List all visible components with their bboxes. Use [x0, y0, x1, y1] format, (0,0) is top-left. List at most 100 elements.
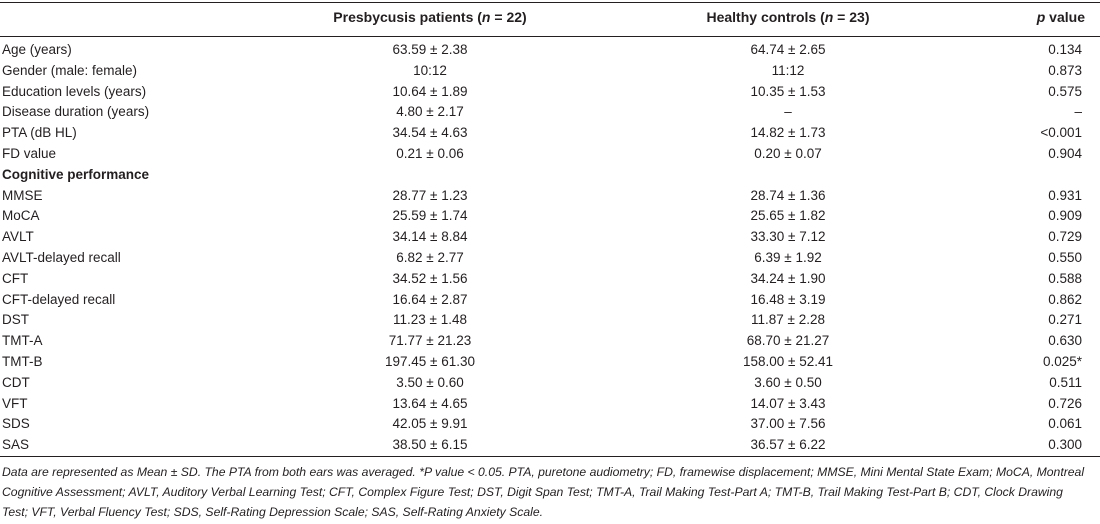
- cell-presbycusis: 6.82 ± 2.77: [396, 249, 464, 265]
- cell-presbycusis: 10.64 ± 1.89: [392, 83, 468, 99]
- cell-p-value: 0.729: [1048, 229, 1082, 245]
- cell-controls: 36.57 ± 6.22: [750, 437, 826, 453]
- row-label: SDS: [2, 416, 30, 432]
- cell-presbycusis: 10:12: [413, 62, 447, 78]
- table-row: Gender (male: female) 10:12 11:12 0.873: [0, 61, 1100, 82]
- row-label: TMT-B: [2, 353, 43, 369]
- table-row: SDS 42.05 ± 9.91 37.00 ± 7.56 0.061: [0, 414, 1100, 435]
- table-row: PTA (dB HL) 34.54 ± 4.63 14.82 ± 1.73 <0.00…: [0, 123, 1100, 144]
- cell-controls: 68.70 ± 21.27: [746, 333, 830, 349]
- table-row: DST 11.23 ± 1.48 11.87 ± 2.28 0.271: [0, 310, 1100, 331]
- row-label: CFT: [2, 270, 29, 286]
- table-row: CFT-delayed recall 16.64 ± 2.87 16.48 ± 3.…: [0, 290, 1100, 311]
- cell-controls: 37.00 ± 7.56: [750, 416, 826, 432]
- cell-p-value: 0.862: [1048, 291, 1082, 307]
- row-label: AVLT: [2, 229, 34, 245]
- row-label: TMT-A: [2, 333, 43, 349]
- cell-presbycusis: 25.59 ± 1.74: [392, 208, 468, 224]
- cell-p-value: 0.300: [1048, 437, 1082, 453]
- cell-p-value: 0.025*: [1042, 353, 1082, 369]
- row-label: Disease duration (years): [2, 104, 150, 120]
- cell-p-value: 0.550: [1048, 249, 1082, 265]
- cell-presbycusis: 38.50 ± 6.15: [392, 437, 468, 453]
- cell-presbycusis: 28.77 ± 1.23: [392, 187, 468, 203]
- row-label: Gender (male: female): [2, 62, 138, 78]
- table-row: AVLT 34.14 ± 8.84 33.30 ± 7.12 0.729: [0, 227, 1100, 248]
- cell-controls: 11:12: [771, 62, 805, 78]
- cell-presbycusis: 42.05 ± 9.91: [392, 416, 468, 432]
- table-row: TMT-A 71.77 ± 21.23 68.70 ± 21.27 0.630: [0, 331, 1100, 352]
- cell-controls: 6.39 ± 1.92: [754, 249, 822, 265]
- row-label: SAS: [2, 437, 30, 453]
- cell-controls: 3.60 ± 0.50: [754, 374, 822, 390]
- cell-p-value: 0.575: [1048, 83, 1082, 99]
- cell-p-value: 0.904: [1048, 145, 1082, 161]
- table-section-row: Cognitive performance: [0, 165, 1100, 186]
- cell-presbycusis: 63.59 ± 2.38: [392, 42, 468, 57]
- cell-controls: 34.24 ± 1.90: [750, 270, 826, 286]
- table-header-rule: [0, 36, 1100, 37]
- row-label: Education levels (years): [2, 83, 147, 99]
- cell-presbycusis: 197.45 ± 61.30: [385, 353, 475, 369]
- row-label: MMSE: [2, 187, 43, 203]
- cell-presbycusis: 16.64 ± 2.87: [392, 291, 468, 307]
- row-label: DST: [2, 312, 29, 328]
- row-label: FD value: [2, 145, 57, 161]
- table-header-row: Presbycusis patients (n = 22) Healthy co…: [0, 9, 1100, 29]
- cell-p-value: 0.588: [1048, 270, 1082, 286]
- table-row: SAS 38.50 ± 6.15 36.57 ± 6.22 0.300: [0, 435, 1100, 456]
- cell-controls: 10.35 ± 1.53: [750, 83, 826, 99]
- row-label: CDT: [2, 374, 30, 390]
- row-label: PTA (dB HL): [2, 125, 77, 141]
- table-footnote: Data are represented as Mean ± SD. The P…: [2, 465, 1085, 519]
- cell-p-value: 0.931: [1048, 187, 1082, 203]
- cell-presbycusis: 34.14 ± 8.84: [392, 229, 468, 245]
- cell-p-value: 0.511: [1049, 374, 1082, 390]
- table-top-rule: [0, 2, 1100, 3]
- table-row: Education levels (years) 10.64 ± 1.89 10.3…: [0, 82, 1100, 103]
- table-row: MoCA 25.59 ± 1.74 25.65 ± 1.82 0.909: [0, 206, 1100, 227]
- row-label: Cognitive performance: [2, 166, 150, 182]
- cell-p-value: 0.134: [1048, 42, 1082, 57]
- cell-p-value: –: [1074, 104, 1082, 120]
- cell-presbycusis: 0.21 ± 0.06: [396, 145, 464, 161]
- cell-presbycusis: 4.80 ± 2.17: [396, 104, 464, 120]
- cell-presbycusis: 34.54 ± 4.63: [392, 125, 468, 141]
- table-bottom-rule: [0, 456, 1100, 457]
- cell-p-value: 0.630: [1048, 333, 1082, 349]
- cell-controls: 25.65 ± 1.82: [750, 208, 826, 224]
- cell-presbycusis: 71.77 ± 21.23: [388, 333, 472, 349]
- table-row: CDT 3.50 ± 0.60 3.60 ± 0.50 0.511: [0, 373, 1100, 394]
- cell-presbycusis: 3.50 ± 0.60: [396, 374, 464, 390]
- table-row: TMT-B 197.45 ± 61.30 158.00 ± 52.41 0.025*: [0, 352, 1100, 373]
- row-label: CFT-delayed recall: [2, 291, 116, 307]
- row-label: AVLT-delayed recall: [2, 249, 121, 265]
- table-row: Disease duration (years) 4.80 ± 2.17 – –: [0, 102, 1100, 123]
- cell-presbycusis: 13.64 ± 4.65: [392, 395, 468, 411]
- table-row: Age (years) 63.59 ± 2.38 64.74 ± 2.65 0.134: [0, 40, 1100, 61]
- cell-p-value: 0.726: [1048, 395, 1082, 411]
- cell-p-value: 0.061: [1048, 416, 1082, 432]
- header-healthy-controls: Healthy controls (n = 23): [706, 9, 870, 25]
- table-body: Age (years) 63.59 ± 2.38 64.74 ± 2.65 0.134…: [0, 40, 1100, 456]
- table-row: FD value 0.21 ± 0.06 0.20 ± 0.07 0.904: [0, 144, 1100, 165]
- cell-controls: 16.48 ± 3.19: [750, 291, 826, 307]
- row-label: VFT: [2, 395, 28, 411]
- cell-controls: 11.87 ± 2.28: [751, 312, 825, 328]
- table-row: VFT 13.64 ± 4.65 14.07 ± 3.43 0.726: [0, 394, 1100, 415]
- cell-controls: 158.00 ± 52.41: [743, 353, 833, 369]
- table-row: CFT 34.52 ± 1.56 34.24 ± 1.90 0.588: [0, 269, 1100, 290]
- cell-presbycusis: 34.52 ± 1.56: [392, 270, 468, 286]
- cell-presbycusis: 11.23 ± 1.48: [393, 312, 467, 328]
- row-label: Age (years): [2, 42, 72, 57]
- header-presbycusis-patients: Presbycusis patients (n = 22): [333, 9, 527, 25]
- table-row: AVLT-delayed recall 6.82 ± 2.77 6.39 ± 1.9…: [0, 248, 1100, 269]
- cell-p-value: 0.873: [1048, 62, 1082, 78]
- cell-p-value: <0.001: [1040, 125, 1082, 141]
- cell-controls: 33.30 ± 7.12: [750, 229, 826, 245]
- cell-controls: 14.07 ± 3.43: [750, 395, 826, 411]
- cell-p-value: 0.271: [1048, 312, 1082, 328]
- header-p-value: p value: [1036, 9, 1085, 25]
- table-row: MMSE 28.77 ± 1.23 28.74 ± 1.36 0.931: [0, 186, 1100, 207]
- cell-controls: –: [784, 104, 792, 120]
